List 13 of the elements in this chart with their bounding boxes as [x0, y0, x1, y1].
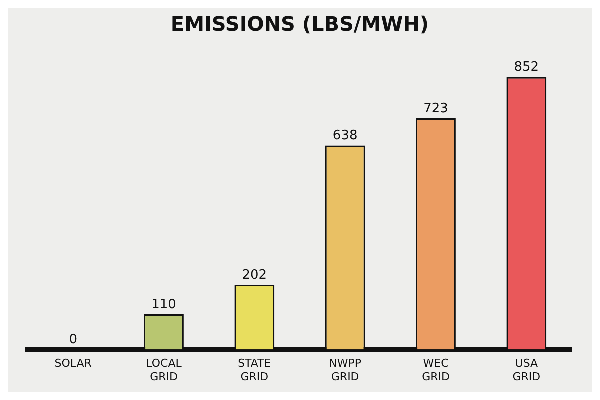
data-label: 0 [69, 332, 78, 348]
data-label: 852 [514, 60, 540, 76]
x-tick-label: STATE GRID [238, 357, 272, 384]
x-tick-label: LOCAL GRID [146, 357, 183, 384]
data-label: 202 [242, 268, 268, 283]
data-label: 110 [152, 297, 176, 312]
x-tick-label: USA GRID [512, 357, 541, 384]
data-label: 638 [332, 128, 358, 144]
chart-title: EMISSIONS (LBS/MWH) [170, 12, 430, 36]
x-tick-label: WEC GRID [422, 357, 450, 384]
x-tick-label: SOLAR [54, 357, 92, 370]
x-tick-label: NWPP GRID [329, 357, 362, 384]
data-label: 723 [424, 101, 448, 116]
